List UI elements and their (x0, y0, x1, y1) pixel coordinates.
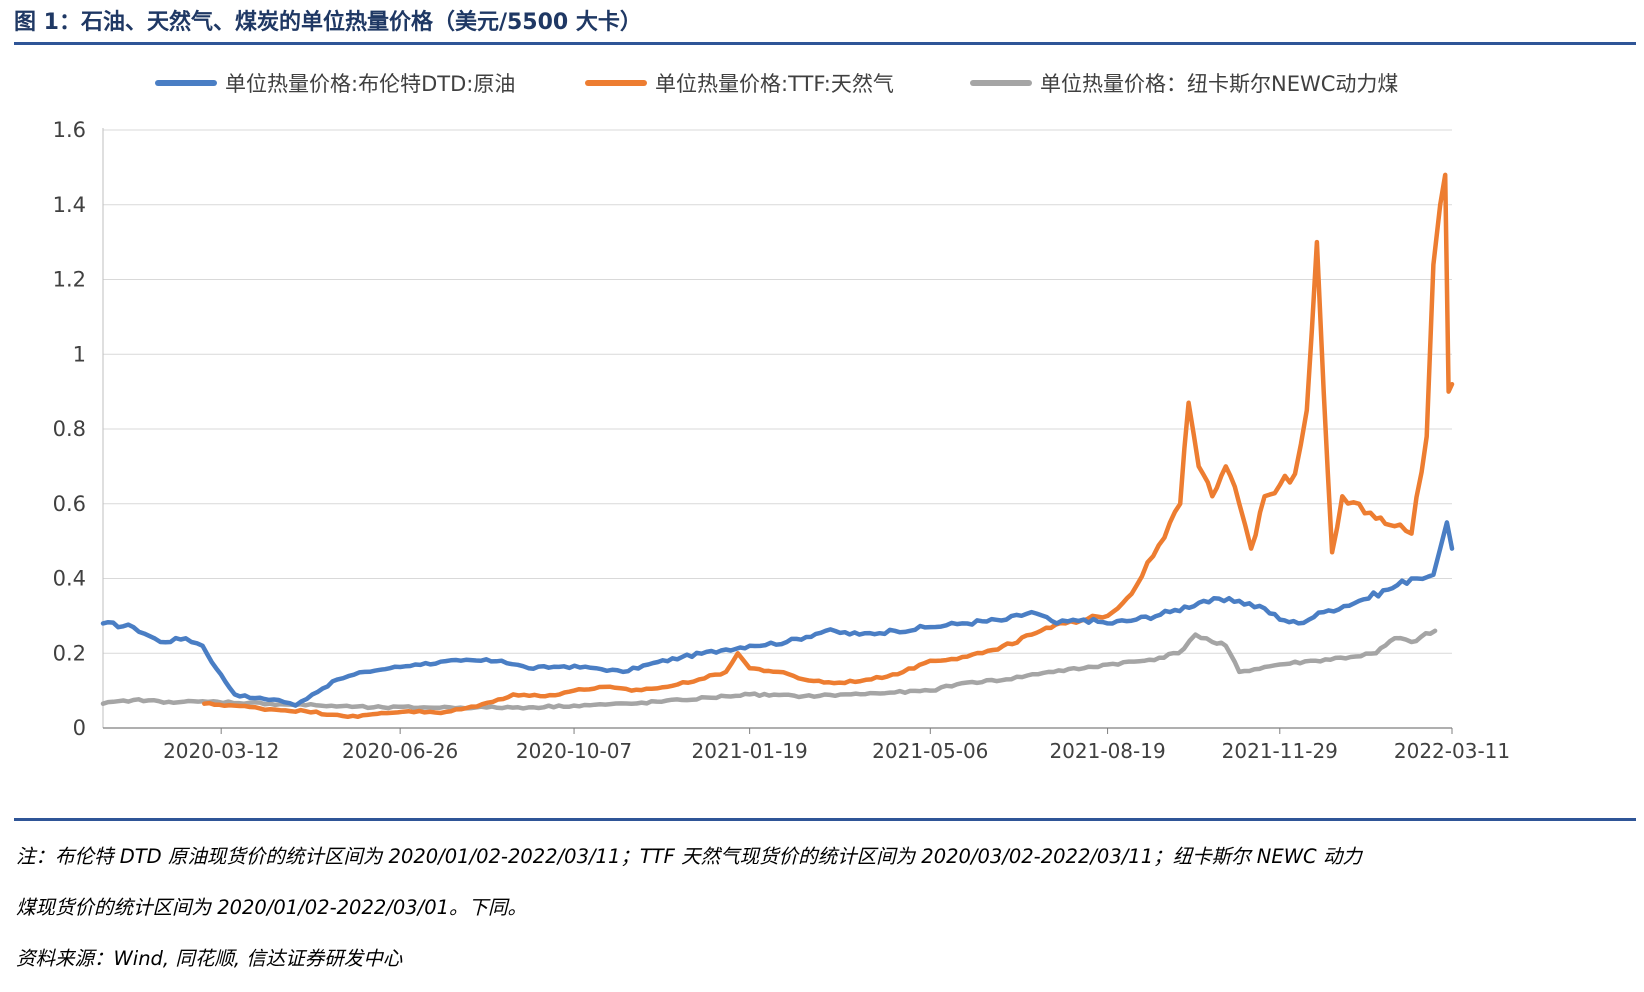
y-tick-label: 1.2 (53, 268, 86, 292)
title-rule (14, 42, 1636, 45)
chart-legend: 单位热量价格:布伦特DTD:原油 单位热量价格:TTF:天然气 单位热量价格：纽… (0, 66, 1644, 100)
source-note: 资料来源：Wind, 同花顺, 信达证券研发中心 (16, 947, 403, 970)
legend-item-newc: 单位热量价格：纽卡斯尔NEWC动力煤 (970, 66, 1398, 100)
x-tick-label: 2021-01-19 (692, 739, 808, 763)
legend-label-ttf: 单位热量价格:TTF:天然气 (655, 72, 894, 96)
figure-title: 图 1：石油、天然气、煤炭的单位热量价格（美元/5500 大卡） (14, 10, 642, 35)
series-brent-oil (100, 520, 1455, 708)
y-tick-label: 0.2 (53, 641, 86, 665)
x-tick-label: 2022-03-11 (1394, 739, 1510, 763)
legend-swatch-ttf (585, 80, 647, 86)
series-newc-coal (100, 628, 1438, 711)
legend-label-brent: 单位热量价格:布伦特DTD:原油 (225, 72, 516, 96)
legend-swatch-brent (155, 80, 217, 86)
legend-swatch-newc (970, 80, 1032, 86)
line-chart: 0 0.2 0.4 0.6 0.8 1 1.2 1.4 1.6 2020-03-12 2020-06… (53, 118, 1511, 763)
chart-bottom-rule (14, 818, 1636, 821)
y-tick-label: 1.4 (53, 193, 86, 217)
note-line-1: 注：布伦特 DTD 原油现货价的统计区间为 2020/01/02-2022/03… (16, 845, 1362, 868)
y-tick-label: 1 (73, 342, 86, 366)
series-ttf-gas (202, 172, 1455, 720)
legend-item-ttf: 单位热量价格:TTF:天然气 (585, 66, 894, 100)
y-tick-label: 0 (73, 716, 86, 740)
x-tick-label: 2021-11-29 (1222, 739, 1338, 763)
note-line-2: 煤现货价的统计区间为 2020/01/02-2022/03/01。下同。 (16, 896, 528, 919)
y-tick-label: 0.4 (53, 567, 86, 591)
legend-item-brent: 单位热量价格:布伦特DTD:原油 (155, 66, 515, 100)
x-tick-label: 2021-05-06 (872, 739, 988, 763)
x-tick-label: 2020-06-26 (342, 739, 458, 763)
y-tick-label: 0.8 (53, 417, 86, 441)
x-tick-label: 2020-03-12 (163, 739, 279, 763)
x-tick-label: 2021-08-19 (1049, 739, 1165, 763)
legend-label-newc: 单位热量价格：纽卡斯尔NEWC动力煤 (1040, 72, 1399, 96)
y-tick-label: 0.6 (53, 492, 86, 516)
x-tick-label: 2020-10-07 (516, 739, 632, 763)
y-tick-label: 1.6 (53, 118, 86, 142)
